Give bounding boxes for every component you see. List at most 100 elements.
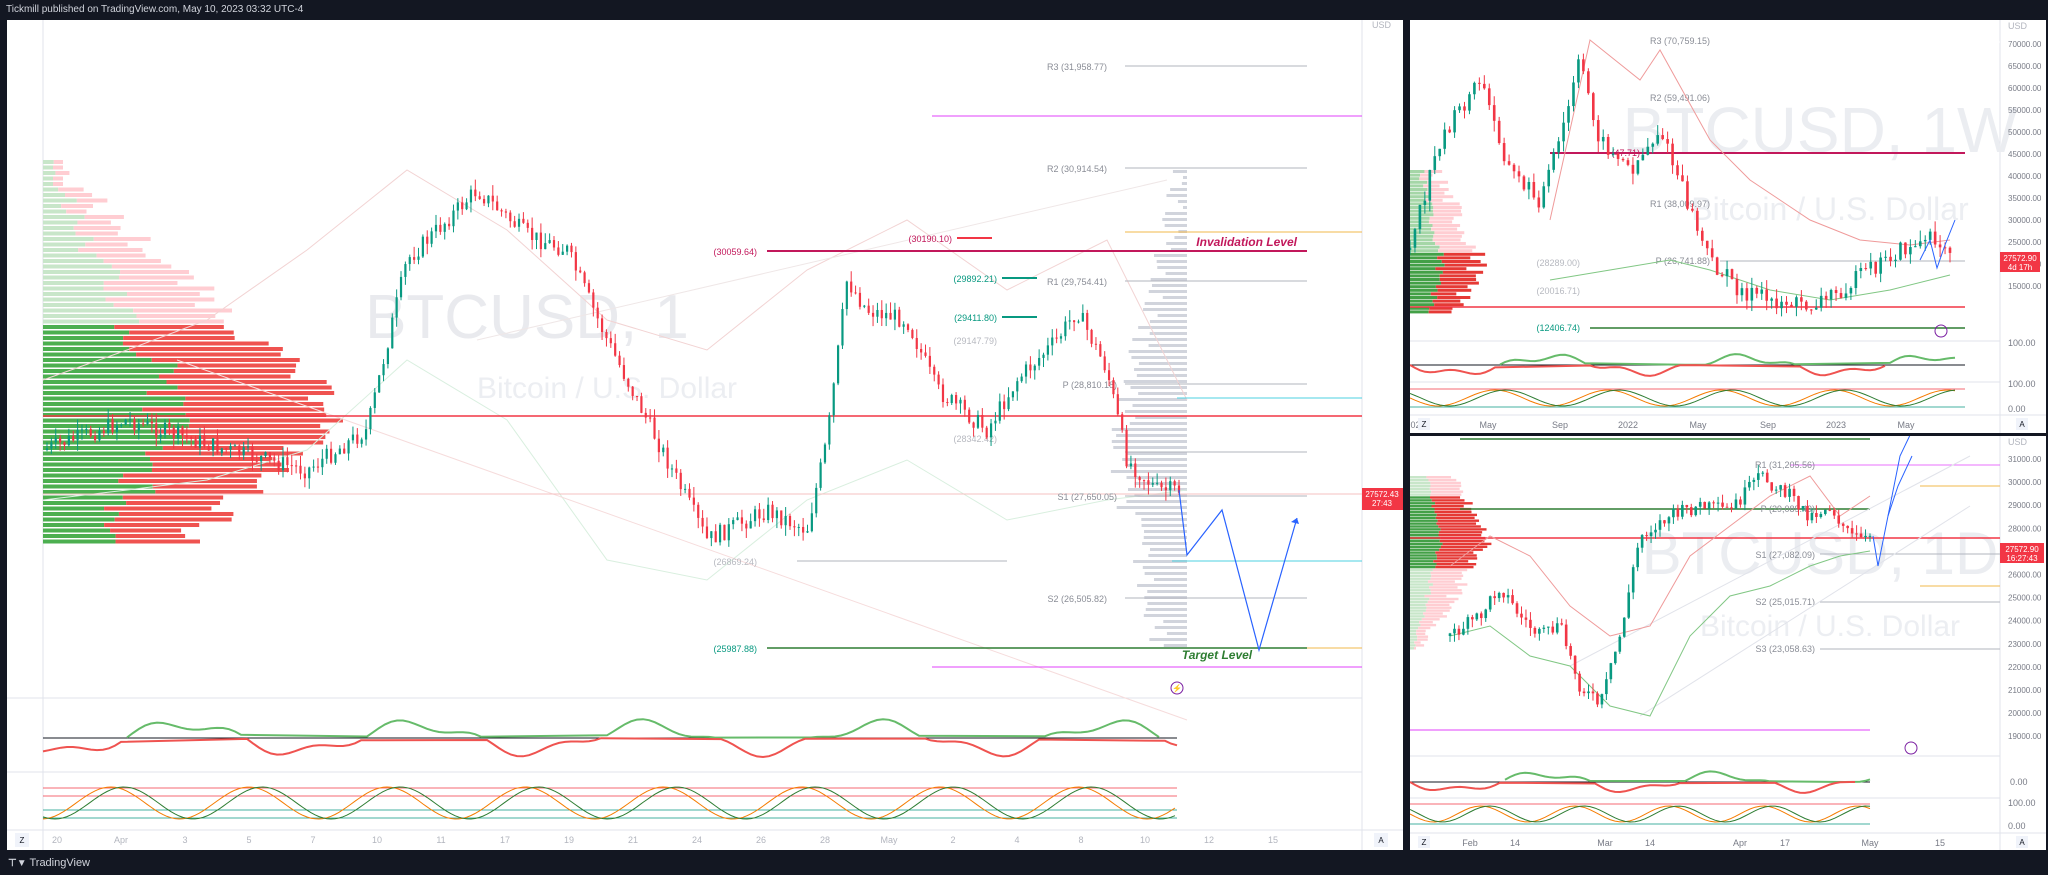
main-chart-svg[interactable]: BTCUSD, 1 Bitcoin / U.S. Dollar R3 (31,9…: [7, 20, 1403, 850]
candle: [98, 430, 101, 441]
volume-bar-down: [1442, 270, 1484, 274]
volume-bar-down: [76, 198, 108, 203]
main-autoscale-button[interactable]: [1374, 833, 1388, 847]
volume-bar: [1166, 632, 1187, 635]
candle: [500, 210, 503, 212]
candle: [705, 526, 709, 539]
weekly-candles: [1410, 53, 1952, 317]
time-tick: 10: [372, 835, 382, 845]
candle: [670, 468, 674, 470]
volume-bar-up: [43, 385, 178, 390]
volume-bar-down: [1423, 184, 1440, 188]
volume-bar: [1141, 524, 1187, 527]
volume-bar: [1148, 554, 1187, 557]
weekly-volume-profile: [1410, 170, 1487, 314]
svg-text:0.00: 0.00: [2008, 821, 2026, 831]
volume-bar-up: [43, 237, 94, 241]
weekly-lightning-icon[interactable]: [1934, 324, 1948, 338]
candle: [496, 201, 499, 211]
candle: [229, 446, 232, 450]
candle: [1578, 673, 1581, 692]
candle: [981, 414, 984, 428]
candle: [968, 409, 971, 423]
candle: [933, 366, 936, 375]
candle: [1587, 691, 1590, 694]
candle: [364, 429, 368, 440]
volume-bar-up: [43, 363, 178, 368]
volume-bar-down: [1431, 505, 1464, 508]
time-tick: Sep: [1552, 420, 1568, 430]
volume-bar-up: [1410, 476, 1427, 479]
main-chart-panel[interactable]: BTCUSD, 1 Bitcoin / U.S. Dollar R3 (31,9…: [7, 20, 1403, 850]
candle: [762, 518, 765, 521]
daily-zoom-button[interactable]: [1418, 836, 1430, 848]
candle: [1423, 200, 1427, 205]
candle: [133, 419, 136, 431]
volume-bar-up: [1410, 263, 1445, 267]
daily-autoscale-button[interactable]: [2016, 836, 2028, 848]
volume-bar-down: [1429, 487, 1460, 490]
candle: [828, 415, 831, 445]
candle: [1433, 156, 1437, 170]
weekly-autoscale-button[interactable]: [2016, 418, 2028, 430]
volume-bar-down: [1431, 490, 1464, 493]
volume-bar-up: [1410, 224, 1433, 227]
candle: [539, 232, 542, 250]
candle: [1696, 210, 1699, 231]
volume-bar-down: [1436, 557, 1478, 560]
candle: [880, 309, 883, 319]
tradingview-logo-icon[interactable]: ⊤▼: [8, 858, 27, 869]
volume-bar-up: [1410, 615, 1425, 618]
daily-channel-upper: [1569, 455, 1971, 667]
volume-bar-down: [173, 369, 296, 373]
volume-bar-up: [1410, 519, 1438, 522]
daily-chart-panel[interactable]: BTCUSD, 1D Bitcoin / U.S. Dollar R1 (31,…: [1410, 436, 2046, 850]
volume-bar-down: [1428, 220, 1453, 224]
candle: [1164, 487, 1167, 491]
lightning-icon[interactable]: [1170, 681, 1184, 695]
weekly-chart-svg[interactable]: BTCUSD, 1W Bitcoin / U.S. Dollar R3 (70,…: [1410, 20, 2046, 433]
level-26869-label: (26869.24): [713, 557, 757, 567]
volume-bar-down: [1432, 299, 1461, 303]
volume-bar: [1113, 446, 1187, 449]
volume-bar-up: [1410, 574, 1432, 577]
volume-bar-down: [1414, 647, 1416, 650]
candle: [1788, 488, 1791, 497]
daily-lightning-icon[interactable]: [1904, 741, 1918, 755]
volume-bar-down: [1432, 238, 1461, 242]
candle: [1765, 472, 1769, 483]
candle: [950, 395, 953, 404]
main-time-axis[interactable]: 20 Apr 3 5 7 10 11 17 19 21 24 26 28 May 2 4 8 10 12 15: [52, 835, 1278, 845]
trendline-up: [476, 179, 1168, 341]
price-tick: 24000.00: [2008, 617, 2042, 626]
candle: [474, 189, 477, 197]
candle: [618, 355, 621, 366]
volume-bar: [1124, 410, 1187, 413]
candle: [1121, 414, 1124, 430]
candle: [1805, 301, 1808, 310]
volume-bar-down: [1420, 173, 1433, 177]
main-zoom-button[interactable]: [15, 833, 29, 847]
candle: [1564, 624, 1568, 647]
candle: [649, 417, 652, 419]
candle: [321, 458, 324, 468]
candle: [793, 526, 796, 528]
weekly-chart-panel[interactable]: BTCUSD, 1W Bitcoin / U.S. Dollar R3 (70,…: [1410, 20, 2046, 433]
volume-bar-up: [43, 347, 130, 351]
svg-text:100.00: 100.00: [2008, 798, 2036, 808]
weekly-zoom-button[interactable]: [1418, 418, 1430, 430]
candle: [635, 395, 639, 397]
daily-time-axis[interactable]: Feb 14 Mar 14 Apr 17 May 15: [1462, 838, 1945, 848]
candle: [574, 252, 577, 271]
projection-arrowhead: [1291, 518, 1299, 524]
volume-bar: [1132, 404, 1187, 407]
volume-bar-down: [129, 347, 283, 351]
candle: [622, 365, 626, 379]
time-tick: May: [1689, 420, 1707, 430]
volume-bar-up: [1410, 496, 1431, 499]
volume-bar-down: [1433, 213, 1463, 217]
candle: [823, 444, 827, 463]
volume-bar-down: [1416, 632, 1426, 635]
daily-chart-svg[interactable]: BTCUSD, 1D Bitcoin / U.S. Dollar R1 (31,…: [1410, 436, 2046, 850]
volume-bar-down: [1431, 499, 1465, 502]
